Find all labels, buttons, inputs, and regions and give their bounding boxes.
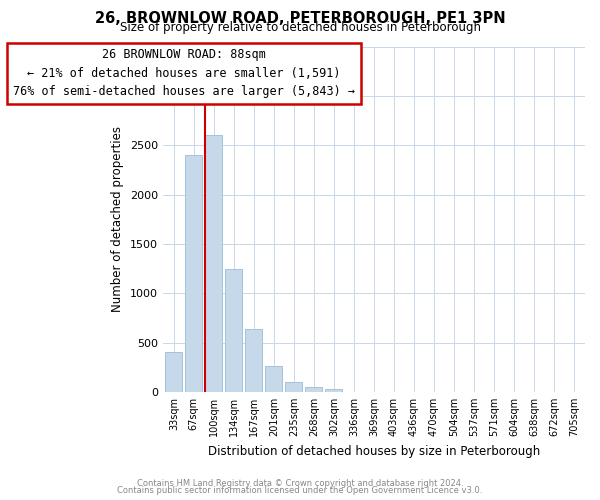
Bar [305,387,322,392]
Bar [265,366,283,392]
Bar [185,155,202,392]
Text: Size of property relative to detached houses in Peterborough: Size of property relative to detached ho… [119,22,481,35]
Bar [286,382,302,392]
Text: 26, BROWNLOW ROAD, PETERBOROUGH, PE1 3PN: 26, BROWNLOW ROAD, PETERBOROUGH, PE1 3PN [95,11,505,26]
Text: Contains public sector information licensed under the Open Government Licence v3: Contains public sector information licen… [118,486,482,495]
Bar [226,268,242,392]
Bar [205,136,223,392]
Y-axis label: Number of detached properties: Number of detached properties [112,126,124,312]
Bar [166,352,182,392]
Text: Contains HM Land Registry data © Crown copyright and database right 2024.: Contains HM Land Registry data © Crown c… [137,478,463,488]
Text: 26 BROWNLOW ROAD: 88sqm
← 21% of detached houses are smaller (1,591)
76% of semi: 26 BROWNLOW ROAD: 88sqm ← 21% of detache… [13,48,355,98]
X-axis label: Distribution of detached houses by size in Peterborough: Distribution of detached houses by size … [208,444,540,458]
Bar [245,329,262,392]
Bar [325,390,343,392]
